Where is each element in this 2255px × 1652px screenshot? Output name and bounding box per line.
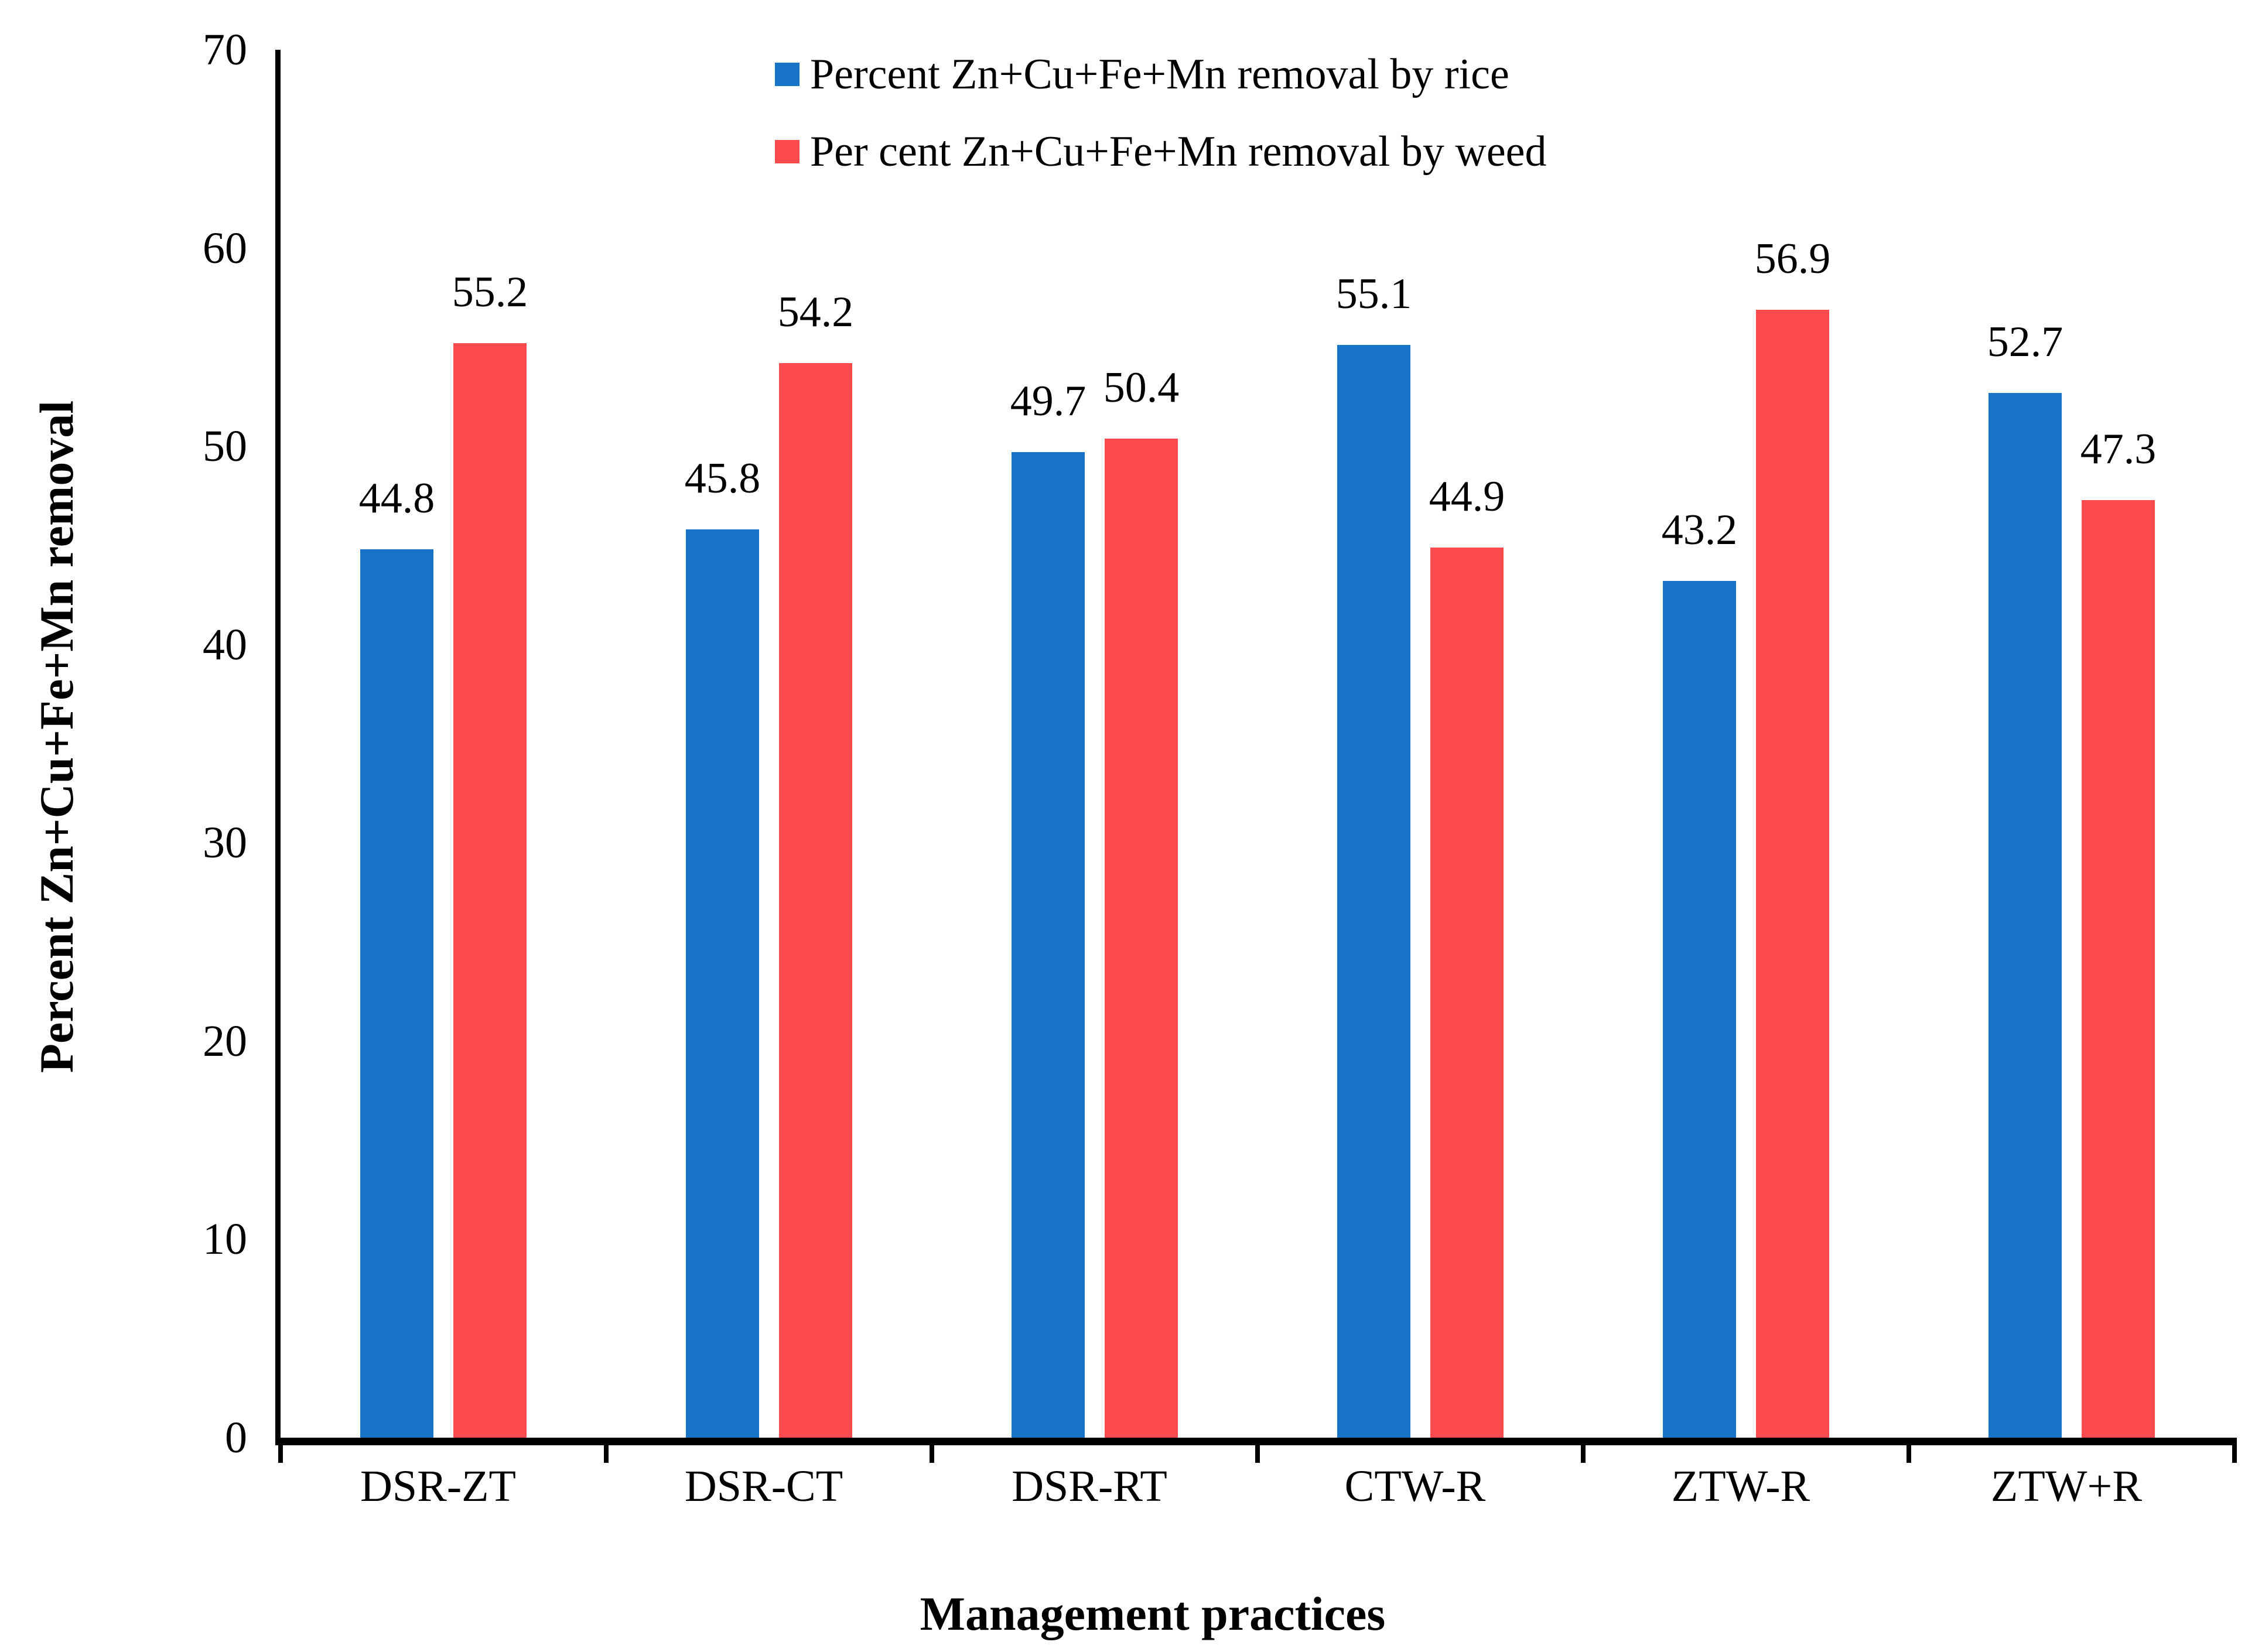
legend-label-rice: Percent Zn+Cu+Fe+Mn removal by rice <box>810 50 1509 98</box>
bar-value-label: 44.9 <box>1429 472 1505 521</box>
bar-value-label: 54.2 <box>777 288 854 336</box>
bar-rice-DSR-CT: 45.8 <box>685 457 760 1438</box>
y-axis-tick-label: 30 <box>203 818 247 868</box>
bar-group: 43.2 56.9 <box>1583 50 1909 1438</box>
x-axis-category-label: ZTW-R <box>1671 1462 1810 1511</box>
x-axis-category-labels: DSR-ZT DSR-CT DSR-RT CTW-R ZTW-R ZTW+R <box>275 1464 2229 1517</box>
bar-weed-DSR-ZT: 55.2 <box>452 271 528 1438</box>
bar-value-label: 45.8 <box>684 454 761 503</box>
bar-rice-ZTW-R: 43.2 <box>1662 508 1737 1438</box>
legend-marker-rice <box>775 63 800 86</box>
x-axis-tick <box>2232 1438 2237 1463</box>
plot-area: 44.8 55.2 45.8 54.2 49.7 50.4 55.1 44.9 43.2 56.9… <box>275 50 2237 1463</box>
x-axis-category-label: DSR-CT <box>684 1462 843 1511</box>
x-axis-tick <box>929 1438 934 1463</box>
x-axis-category-label: CTW-R <box>1344 1462 1486 1511</box>
x-axis-category-label: ZTW+R <box>1990 1462 2143 1511</box>
bar-value-label: 55.2 <box>452 268 528 317</box>
bar-rice-DSR-RT: 49.7 <box>1010 379 1086 1438</box>
bar-value-label: 49.7 <box>1010 377 1086 426</box>
y-axis-tick-label: 40 <box>203 620 247 669</box>
bar-value-label: 52.7 <box>1987 317 2063 366</box>
bar-value-label: 43.2 <box>1661 506 1738 555</box>
x-axis-tick <box>1580 1438 1586 1463</box>
y-axis-tick-label: 70 <box>203 25 247 74</box>
y-axis-tick-label: 10 <box>203 1215 247 1264</box>
y-axis-tick-labels: 0 10 20 30 40 50 60 70 <box>0 28 275 1460</box>
bar-rice-ZTW+R: 52.7 <box>1987 320 2063 1438</box>
bar-weed-CTW-R: 44.9 <box>1429 475 1505 1438</box>
x-axis-category-label: DSR-ZT <box>360 1462 516 1511</box>
legend-label-weed: Per cent Zn+Cu+Fe+Mn removal by weed <box>810 128 1547 176</box>
x-axis-tick <box>1255 1438 1260 1463</box>
bar-value-label: 44.8 <box>358 474 435 523</box>
bar-weed-DSR-RT: 50.4 <box>1103 366 1179 1438</box>
x-axis-category-label: DSR-RT <box>1012 1462 1167 1511</box>
bar-rice-DSR-ZT: 44.8 <box>359 477 435 1438</box>
y-axis-tick-label: 50 <box>203 422 247 471</box>
bar-group: 44.8 55.2 <box>281 50 606 1438</box>
bar-value-label: 47.3 <box>2080 425 2157 473</box>
y-axis-tick-label: 20 <box>203 1016 247 1066</box>
legend-item-rice: Percent Zn+Cu+Fe+Mn removal by rice <box>775 50 1547 98</box>
legend-item-weed: Per cent Zn+Cu+Fe+Mn removal by weed <box>775 128 1547 176</box>
bar-group: 45.8 54.2 <box>606 50 932 1438</box>
bar-value-label: 56.9 <box>1754 234 1831 283</box>
y-axis-tick-label: 60 <box>203 223 247 273</box>
bar-rice-CTW-R: 55.1 <box>1336 272 1412 1438</box>
bar-value-label: 55.1 <box>1335 270 1412 319</box>
bar-value-label: 50.4 <box>1103 363 1180 412</box>
bar-weed-ZTW+R: 47.3 <box>2080 427 2156 1438</box>
bar-weed-ZTW-R: 56.9 <box>1755 237 1830 1438</box>
x-axis-tick <box>1906 1438 1911 1463</box>
bar-weed-DSR-CT: 54.2 <box>778 290 853 1438</box>
bar-group: 52.7 47.3 <box>1909 50 2234 1438</box>
bar-group: 55.1 44.9 <box>1258 50 1583 1438</box>
x-axis-tick <box>278 1438 283 1463</box>
x-axis-tick <box>603 1438 609 1463</box>
y-axis-tick-label: 0 <box>225 1413 247 1462</box>
legend: Percent Zn+Cu+Fe+Mn removal by rice Per … <box>775 50 1547 210</box>
legend-marker-weed <box>775 140 800 163</box>
x-axis-title: Management practices <box>920 1587 1386 1640</box>
bar-group: 49.7 50.4 <box>932 50 1258 1438</box>
